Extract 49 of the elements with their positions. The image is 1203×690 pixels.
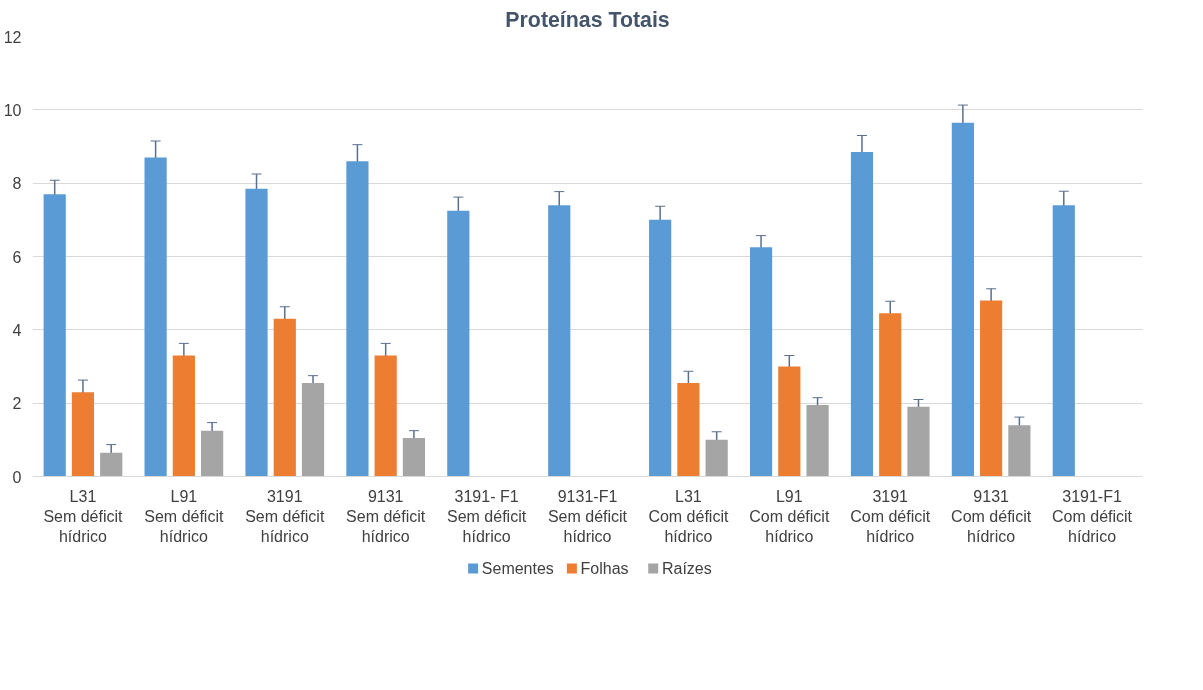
x-tick-label: 9131 Com déficit hídrico bbox=[951, 487, 1032, 546]
x-tick-label: L91 Com déficit hídrico bbox=[749, 487, 830, 546]
y-tick-label: 12 bbox=[3, 28, 22, 46]
bar bbox=[907, 406, 930, 477]
legend-label: Folhas bbox=[580, 560, 629, 577]
bar bbox=[778, 366, 801, 477]
x-tick-label: 3191 Com déficit hídrico bbox=[850, 487, 931, 546]
x-tick-label: 3191- F1 Sem déficit hídrico bbox=[447, 487, 527, 546]
x-tick-label: L31 Sem déficit hídrico bbox=[43, 487, 124, 546]
y-tick-label: 6 bbox=[12, 248, 22, 266]
bar bbox=[71, 392, 95, 477]
bar bbox=[1008, 425, 1031, 477]
bar bbox=[1052, 205, 1075, 477]
y-tick-label: 2 bbox=[12, 395, 22, 413]
y-tick-label: 0 bbox=[12, 468, 22, 486]
bar bbox=[144, 157, 167, 477]
bar bbox=[649, 219, 672, 477]
x-tick-label: 3191-F1 Com déficit hídrico bbox=[1052, 487, 1133, 546]
bar bbox=[447, 210, 470, 477]
y-tick-label: 4 bbox=[12, 321, 22, 339]
bar bbox=[850, 152, 874, 477]
legend-label: Raízes bbox=[661, 560, 712, 577]
bar bbox=[43, 194, 66, 477]
x-tick-label: L31 Com déficit hídrico bbox=[648, 487, 729, 546]
x-tick-label: L91 Sem déficit hídrico bbox=[144, 487, 224, 546]
bar bbox=[980, 300, 1003, 477]
bar bbox=[172, 355, 195, 477]
y-tick-label: 8 bbox=[12, 175, 22, 193]
bar bbox=[402, 438, 426, 477]
x-tick-label: 9131-F1 Sem déficit hídrico bbox=[547, 487, 628, 546]
bar bbox=[201, 430, 224, 477]
bar bbox=[806, 405, 829, 477]
x-tick-label: 9131 Sem déficit hídrico bbox=[346, 487, 426, 546]
bar bbox=[548, 205, 571, 477]
x-tick-label: 3191 Sem déficit hídrico bbox=[245, 487, 325, 546]
bar bbox=[374, 355, 397, 477]
bar bbox=[677, 383, 700, 477]
bar bbox=[346, 161, 369, 477]
bar bbox=[951, 122, 974, 477]
legend-label: Sementes bbox=[481, 560, 554, 577]
bar bbox=[301, 383, 325, 477]
chart-title: Proteínas Totais bbox=[505, 7, 670, 32]
bar bbox=[749, 247, 773, 477]
bar bbox=[273, 318, 296, 477]
bar bbox=[705, 439, 728, 477]
bar bbox=[245, 188, 268, 477]
bar bbox=[100, 452, 123, 477]
y-tick-label: 10 bbox=[3, 101, 22, 119]
bar bbox=[879, 313, 902, 477]
